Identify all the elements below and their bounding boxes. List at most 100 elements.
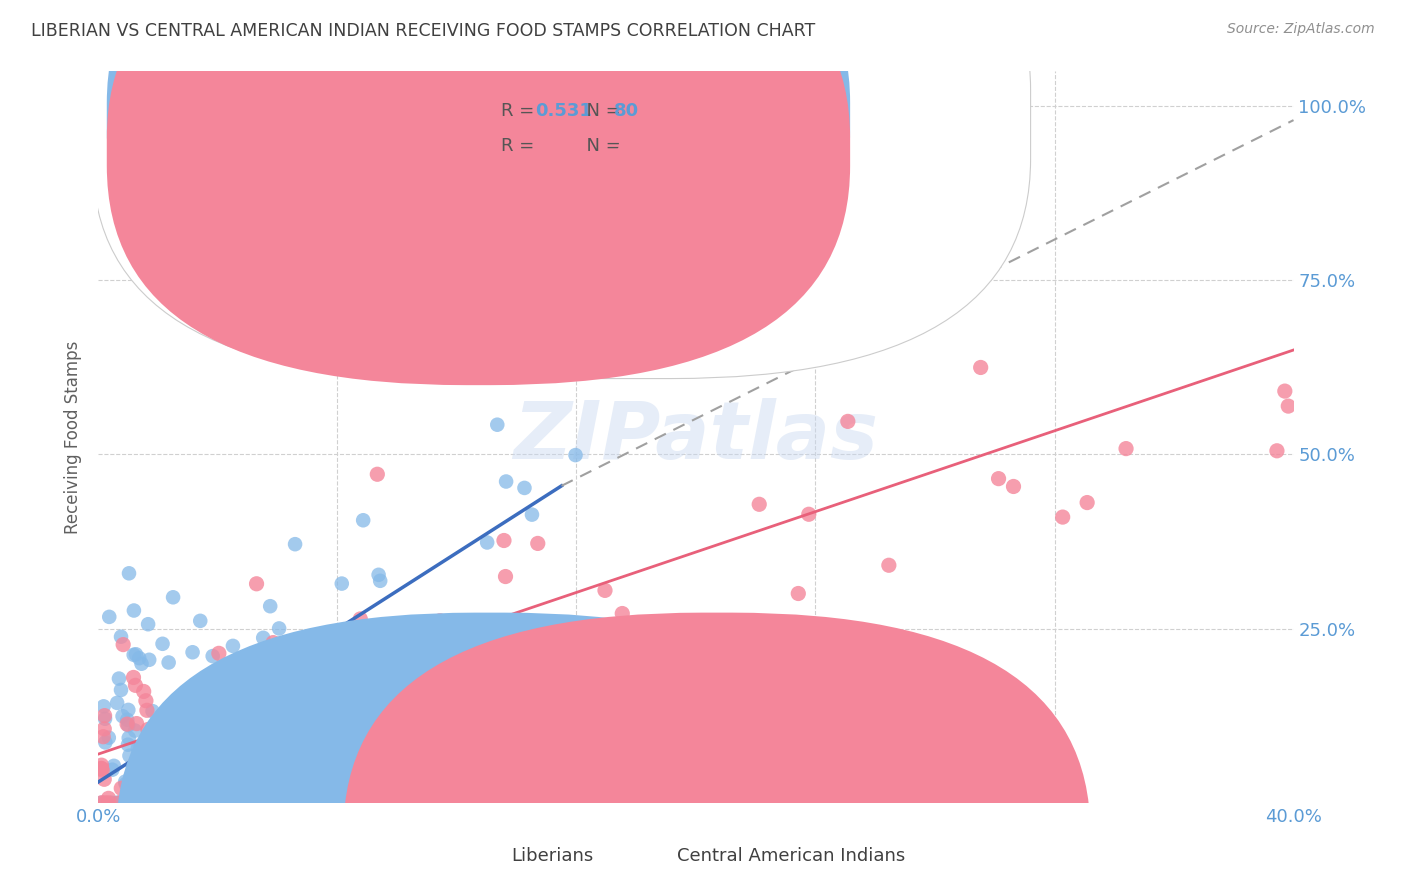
Point: [1115, 442, 1137, 456]
Point: [97, 731, 120, 745]
Point: [118, 566, 141, 581]
Point: [101, 763, 124, 777]
Point: [124, 757, 146, 772]
Point: [267, 690, 290, 704]
Point: [1002, 479, 1025, 493]
Text: R =: R =: [501, 103, 540, 120]
Point: [299, 675, 322, 690]
Point: [125, 716, 148, 731]
Point: [90, 762, 112, 776]
Point: [405, 723, 427, 737]
Point: [245, 576, 267, 591]
Point: [222, 639, 245, 653]
Point: [93, 699, 115, 714]
Point: [132, 684, 155, 698]
Point: [136, 617, 159, 632]
Text: Source: ZipAtlas.com: Source: ZipAtlas.com: [1227, 22, 1375, 37]
FancyBboxPatch shape: [107, 0, 851, 350]
Point: [987, 472, 1010, 486]
Point: [122, 648, 145, 662]
Point: [191, 716, 214, 731]
Point: [475, 535, 498, 549]
Point: [159, 780, 181, 795]
Point: [143, 796, 166, 810]
Point: [115, 717, 138, 731]
Point: [108, 796, 131, 810]
FancyBboxPatch shape: [117, 613, 863, 892]
Point: [152, 637, 174, 651]
Point: [141, 796, 163, 810]
Point: [153, 706, 176, 721]
Point: [91, 763, 114, 777]
Point: [224, 796, 246, 810]
Point: [269, 622, 291, 636]
Point: [110, 630, 132, 644]
Point: [108, 672, 131, 686]
Point: [242, 683, 264, 698]
Point: [564, 448, 586, 462]
Point: [492, 533, 515, 548]
Point: [101, 796, 124, 810]
Text: 80: 80: [613, 103, 638, 120]
Point: [304, 683, 326, 698]
Point: [929, 183, 952, 197]
Point: [122, 670, 145, 684]
Point: [105, 696, 128, 710]
Point: [271, 796, 294, 810]
Point: [298, 658, 321, 673]
Point: [368, 574, 391, 588]
Point: [201, 649, 224, 664]
Point: [118, 731, 141, 745]
Text: Liberians: Liberians: [512, 847, 593, 864]
Point: [117, 718, 139, 732]
Point: [128, 651, 150, 665]
Point: [138, 653, 160, 667]
Point: [513, 481, 536, 495]
Point: [90, 761, 112, 775]
Point: [335, 640, 357, 655]
Point: [315, 741, 337, 756]
Point: [114, 774, 136, 789]
Point: [208, 646, 231, 660]
Text: N =: N =: [575, 103, 627, 120]
Point: [97, 791, 120, 805]
Text: 74: 74: [613, 137, 638, 155]
Point: [107, 796, 129, 810]
FancyBboxPatch shape: [107, 0, 851, 385]
Point: [141, 704, 163, 718]
Point: [1076, 495, 1098, 509]
Point: [427, 642, 450, 657]
Point: [90, 796, 112, 810]
Point: [526, 536, 548, 550]
Point: [190, 755, 212, 769]
Point: [131, 657, 153, 671]
Point: [139, 763, 162, 777]
Point: [1265, 443, 1288, 458]
Point: [249, 784, 271, 798]
Point: [111, 709, 134, 723]
Point: [252, 631, 274, 645]
Point: [149, 722, 172, 736]
Point: [110, 781, 132, 796]
Text: R =: R =: [501, 137, 540, 155]
FancyBboxPatch shape: [343, 613, 1091, 892]
Point: [195, 674, 218, 689]
Point: [117, 703, 139, 717]
Point: [124, 678, 146, 692]
Point: [208, 778, 231, 792]
Point: [127, 796, 149, 810]
Point: [129, 739, 152, 754]
Point: [191, 709, 214, 723]
Point: [162, 591, 184, 605]
Point: [159, 743, 181, 757]
Point: [429, 614, 451, 628]
Point: [262, 635, 284, 649]
Point: [135, 703, 157, 717]
Point: [246, 656, 269, 670]
Point: [384, 640, 406, 654]
Text: N =: N =: [575, 137, 627, 155]
Point: [495, 569, 517, 583]
Point: [108, 796, 131, 810]
Point: [349, 612, 371, 626]
Point: [90, 758, 112, 772]
